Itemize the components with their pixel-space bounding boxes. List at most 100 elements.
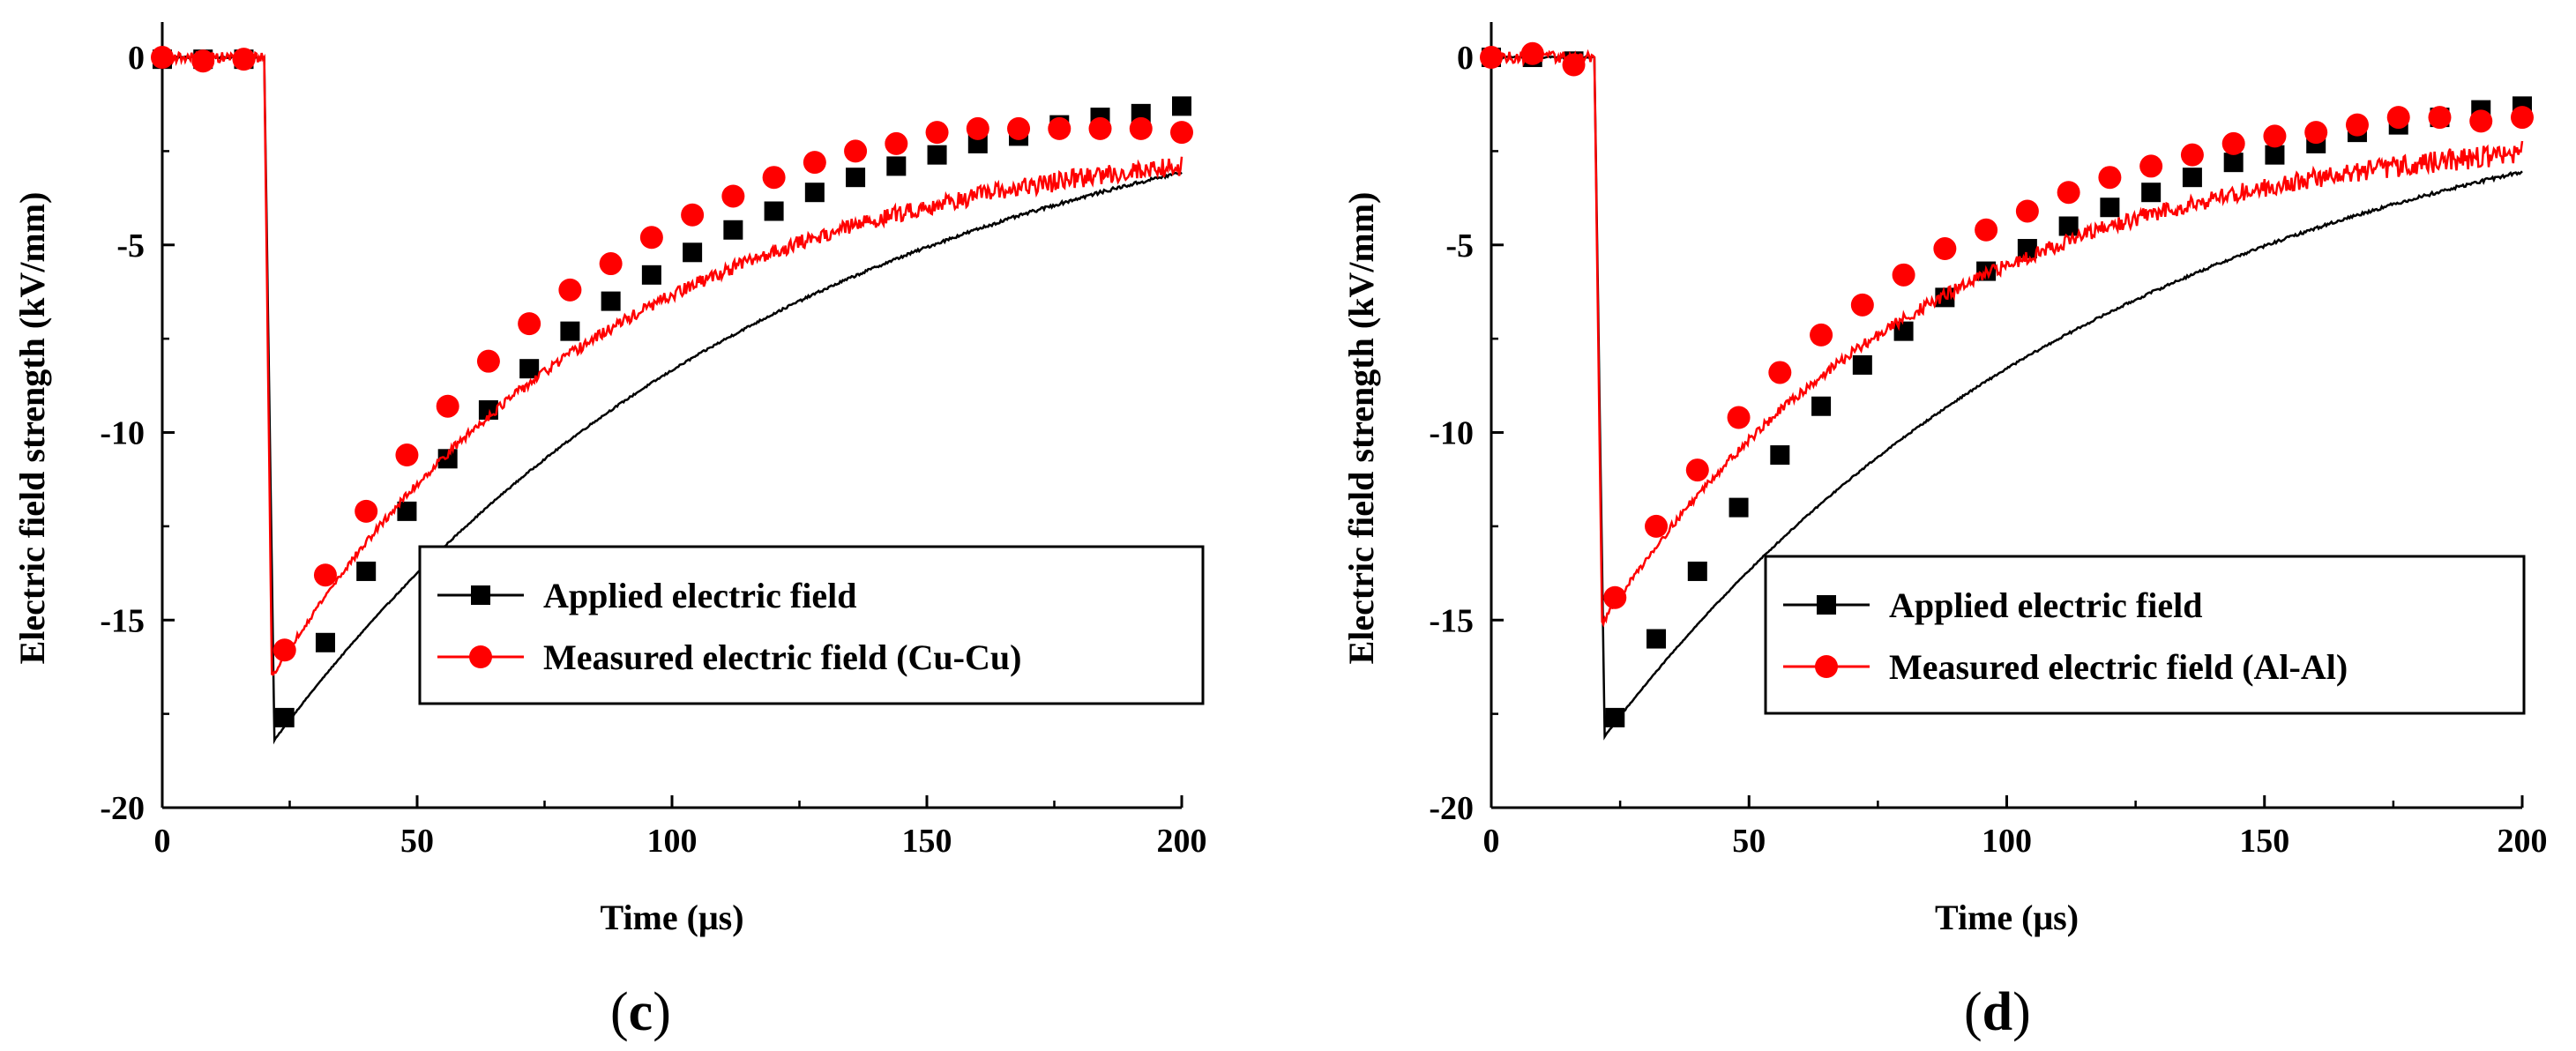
x-tick-label: 50: [1732, 823, 1766, 860]
data-point-circle: [681, 203, 705, 227]
data-point-circle: [151, 46, 174, 70]
data-point-square: [723, 220, 743, 240]
data-point-circle: [191, 49, 215, 73]
data-point-square: [397, 501, 417, 521]
y-tick-label: -20: [1429, 790, 1474, 827]
legend: Applied electric field Measured electric …: [1764, 555, 2526, 715]
data-point-circle: [966, 116, 989, 140]
data-point-circle: [1562, 53, 1586, 77]
data-point-circle: [232, 48, 256, 71]
y-tick-label: 0: [1457, 40, 1474, 77]
panel-label: (c): [610, 982, 671, 1042]
chart-panel-d: 0 50 100 150 200 0 -5 -10 -15 -20 Time (μs) Electri…: [1341, 22, 2548, 1042]
data-point-circle: [639, 226, 663, 250]
data-point-circle: [2098, 166, 2122, 190]
panel-label-open: (: [1964, 982, 1982, 1042]
series-line-measured: [1490, 48, 2524, 628]
data-point-square: [1770, 445, 1790, 466]
data-point-circle: [1810, 323, 1833, 347]
legend: Applied electric field Measured electric …: [418, 545, 1205, 705]
data-point-square: [2100, 198, 2120, 218]
data-point-circle: [2221, 131, 2245, 155]
data-point-circle: [1129, 116, 1153, 140]
legend-label: Measured electric field (Cu-Cu): [543, 637, 1021, 677]
data-point-square: [927, 145, 947, 165]
y-axis-title: Electric field strength (kV/mm): [1341, 192, 1381, 665]
legend-label: Applied electric field: [543, 576, 856, 615]
data-point-circle: [1850, 293, 1874, 317]
legend-marker-circle: [1815, 655, 1838, 678]
data-point-square: [1729, 497, 1749, 518]
data-point-circle: [2139, 154, 2163, 178]
data-point-square: [2265, 145, 2285, 165]
x-tick-label: 100: [647, 823, 698, 860]
legend-box: [418, 545, 1205, 705]
data-point-circle: [2015, 199, 2039, 223]
data-point-circle: [273, 638, 296, 662]
y-tick-label: -20: [100, 790, 145, 827]
panel-label-close: ): [2012, 982, 2031, 1042]
data-point-circle: [518, 312, 541, 336]
y-tick-label: -15: [1429, 602, 1474, 639]
data-point-circle: [762, 166, 786, 190]
series-line-applied: [1490, 55, 2523, 741]
data-point-square: [601, 291, 621, 311]
data-point-square: [764, 201, 784, 221]
y-tick-label: -5: [1445, 227, 1474, 265]
data-point-square: [356, 561, 377, 581]
data-point-circle: [436, 394, 459, 418]
x-axis-title: Time (μs): [1935, 898, 2079, 937]
data-point-square: [2058, 216, 2079, 236]
legend-marker-circle: [469, 645, 492, 668]
data-point-circle: [1520, 41, 1544, 65]
x-axis-title: Time (μs): [600, 898, 743, 937]
data-point-square: [1811, 396, 1832, 416]
panel-label-letter: c: [629, 982, 653, 1042]
data-point-circle: [1170, 121, 1193, 145]
data-point-circle: [355, 499, 378, 523]
data-point-circle: [2511, 106, 2534, 130]
data-point-circle: [885, 131, 908, 155]
data-point-square: [804, 183, 825, 203]
data-point-square: [1852, 354, 1872, 375]
legend-box: [1764, 555, 2526, 715]
x-tick-label: 200: [2498, 823, 2548, 860]
data-point-circle: [599, 252, 623, 276]
x-tick-label: 0: [154, 823, 171, 860]
data-point-circle: [2304, 121, 2328, 145]
data-point-circle: [1007, 116, 1031, 140]
data-point-square: [2017, 239, 2037, 259]
data-point-circle: [2428, 106, 2452, 130]
panel-label-letter: d: [1982, 982, 2012, 1042]
data-point-circle: [1975, 218, 1998, 242]
data-point-circle: [2386, 106, 2410, 130]
data-point-square: [519, 359, 540, 379]
legend-label: Applied electric field: [1889, 585, 2202, 625]
data-point-circle: [2263, 124, 2287, 148]
data-point-square: [683, 242, 703, 263]
data-point-circle: [476, 349, 500, 373]
data-point-square: [274, 707, 295, 727]
data-point-circle: [1048, 116, 1071, 140]
data-point-square: [2223, 153, 2244, 173]
data-point-square: [2182, 168, 2202, 188]
y-tick-label: -10: [1429, 415, 1474, 452]
data-point-circle: [313, 563, 337, 587]
data-point-circle: [1603, 585, 1627, 609]
data-point-square: [1646, 629, 1667, 649]
x-tick-label: 100: [1982, 823, 2032, 860]
data-point-square: [2141, 183, 2162, 203]
data-point-square: [1605, 707, 1625, 727]
data-point-circle: [1768, 361, 1792, 384]
data-point-square: [560, 321, 580, 341]
panel-label-close: ): [653, 982, 671, 1042]
x-tick-label: 0: [1483, 823, 1500, 860]
data-point-square: [1172, 96, 1191, 116]
y-tick-label: 0: [128, 40, 145, 77]
data-point-square: [846, 168, 866, 188]
data-point-circle: [2345, 113, 2369, 137]
data-point-circle: [803, 151, 826, 175]
series-line-applied: [161, 55, 1183, 745]
data-point-circle: [2469, 109, 2493, 133]
legend-marker-square: [1817, 595, 1836, 615]
